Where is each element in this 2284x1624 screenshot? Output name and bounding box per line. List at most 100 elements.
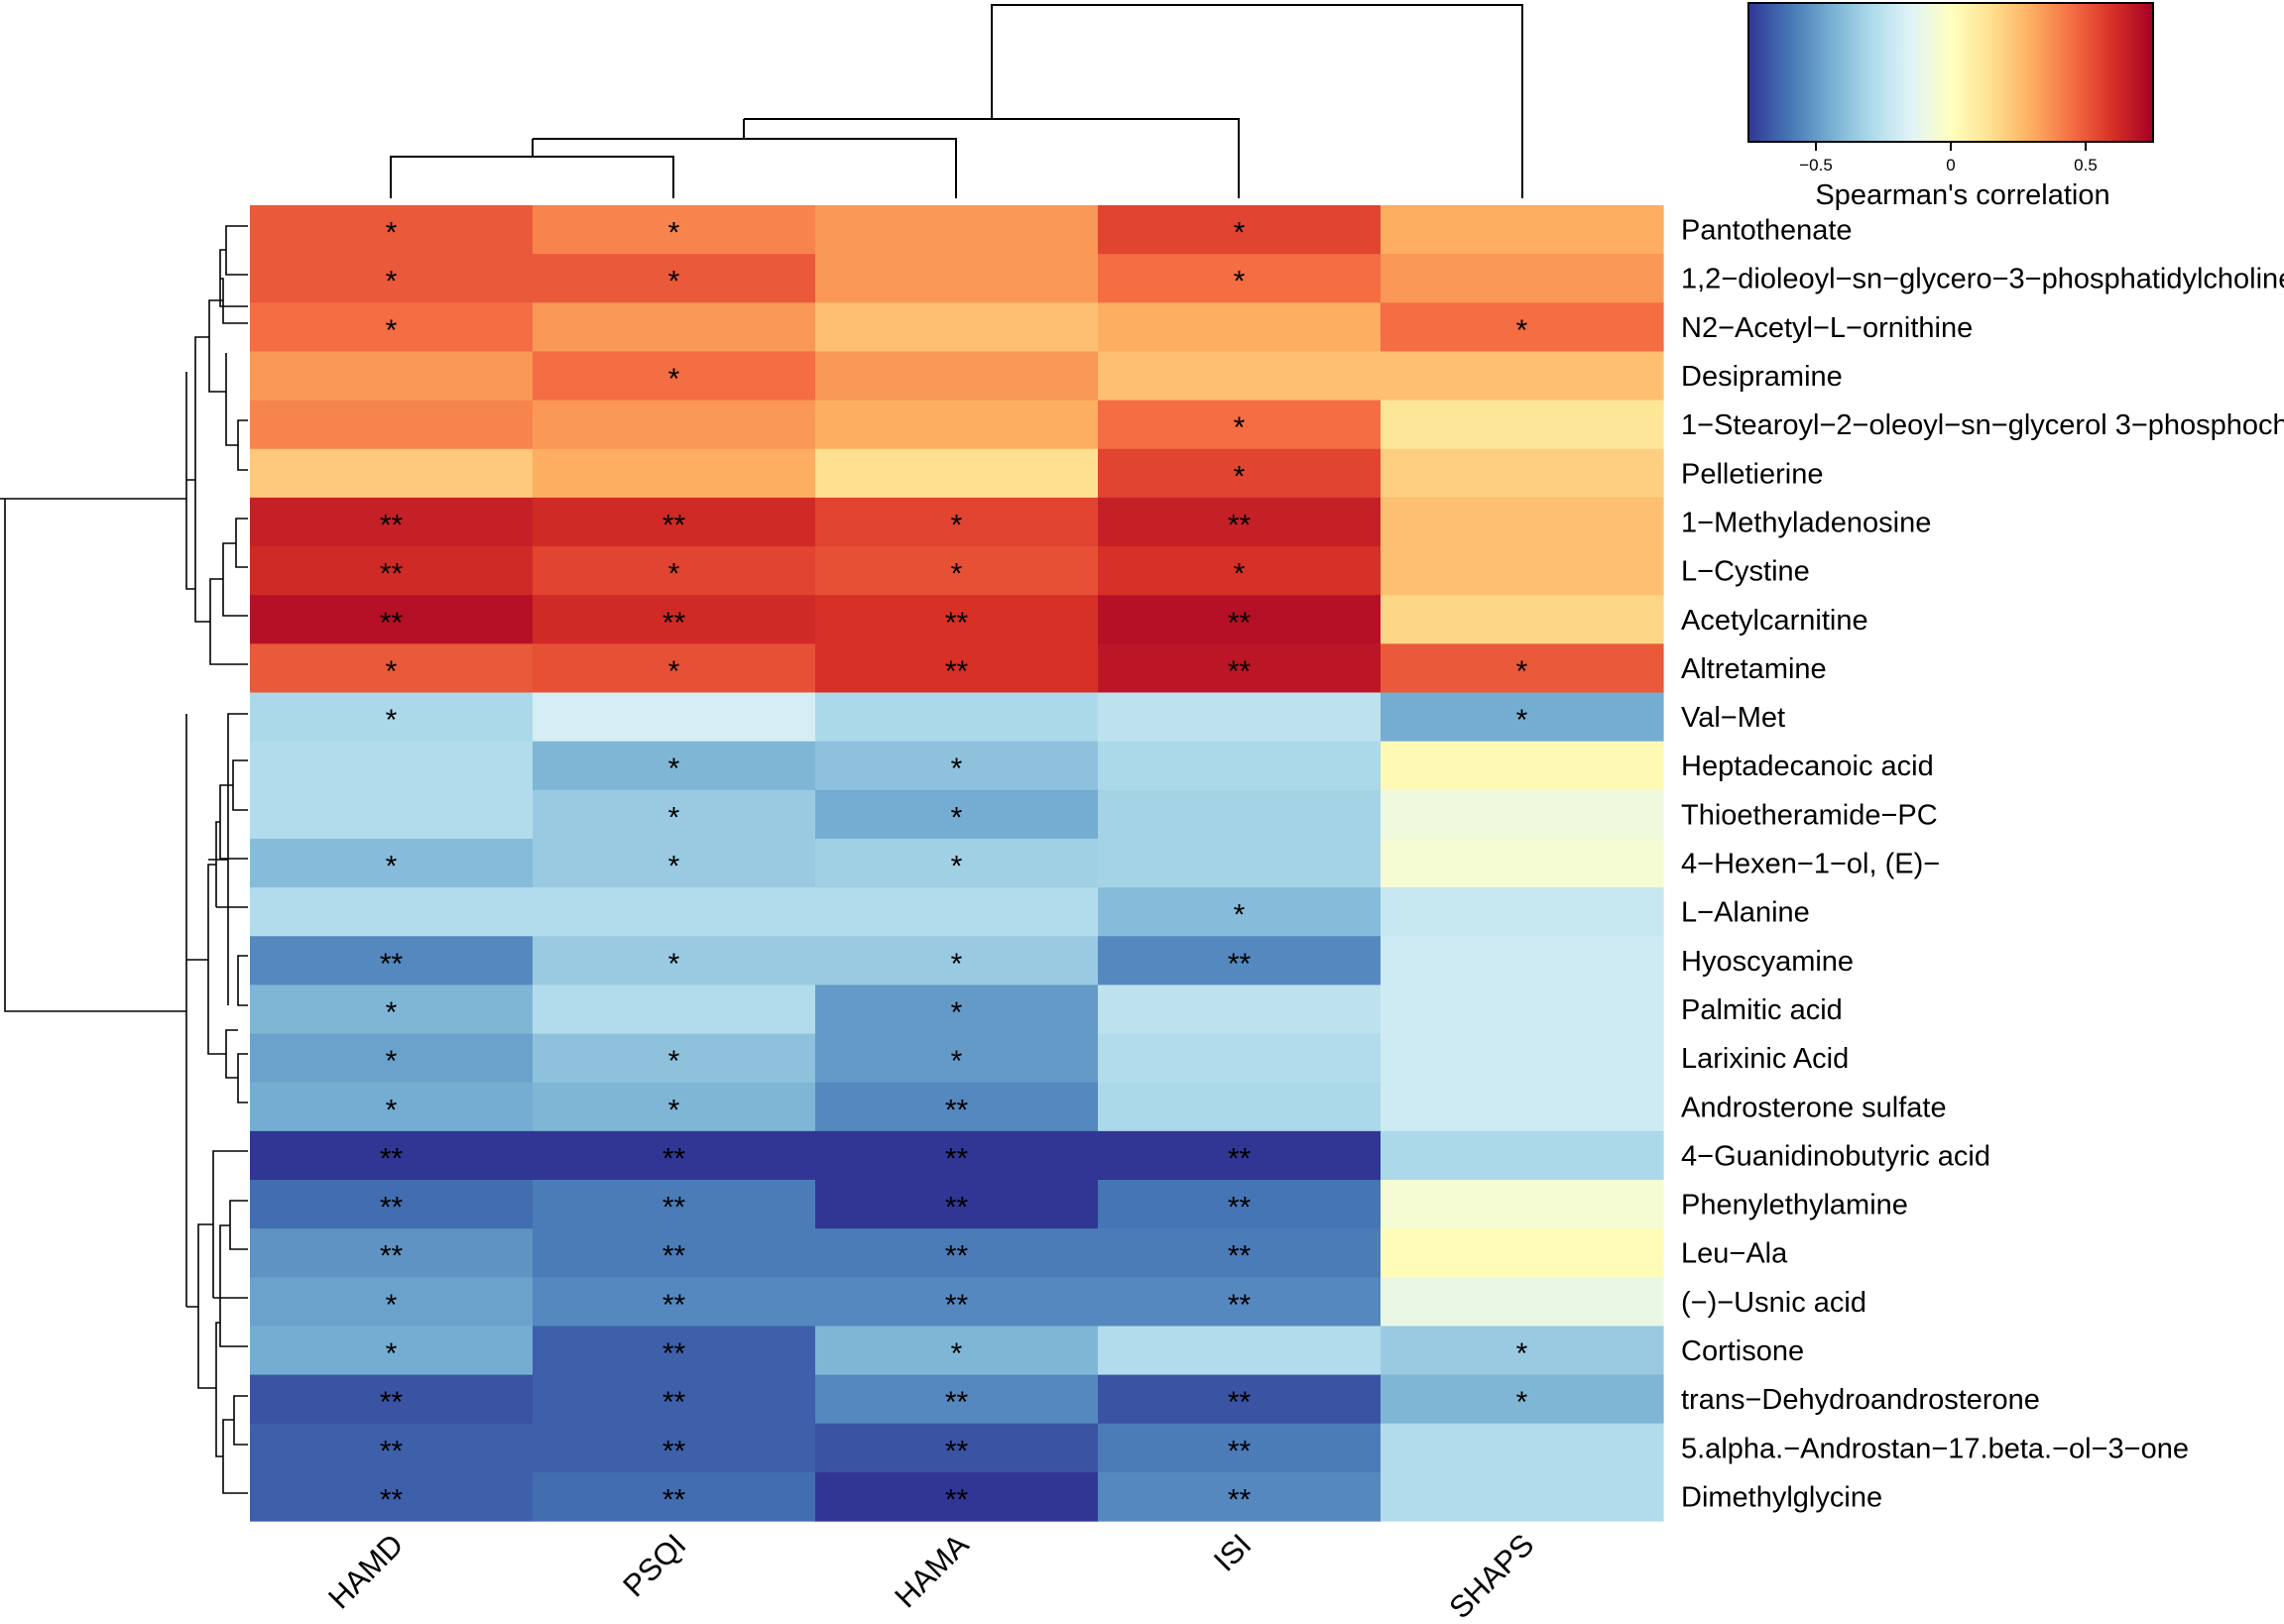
colorbar-ticks: −0.5 0 0.5 [1799,142,2098,174]
heatmap-cell [250,838,534,888]
heatmap-cell [250,1277,534,1328]
row-label: Heptadecanoic acid [1681,751,1934,782]
colorbar-tick-label: 0.5 [2074,156,2098,174]
heatmap-cell [815,302,1099,353]
heatmap-cell [533,1277,816,1328]
significance-mark: ** [662,1386,686,1419]
heatmap-cell [533,546,816,596]
heatmap-cell [250,400,534,450]
heatmap-cell [1098,887,1382,937]
heatmap-cell [815,1033,1099,1084]
significance-mark: * [668,753,680,785]
heatmap-cell [1098,1180,1382,1229]
colorbar: −0.5 0 0.5 Spearman's correlation [1747,2,2154,211]
significance-mark: * [386,217,398,250]
row-label: L−Cystine [1681,556,1810,588]
row-dendrogram-branches [5,225,248,665]
heatmap-cell [533,1471,816,1522]
heatmap-cell [1098,985,1382,1035]
significance-mark: ** [945,1386,969,1419]
significance-mark: * [386,851,398,883]
heatmap-cell [815,1423,1099,1473]
row-label: 1−Stearoyl−2−oleoyl−sn−glycerol 3−phosph… [1681,409,2284,441]
heatmap-cell [1381,1130,1664,1181]
significance-mark: * [951,851,963,883]
significance-mark: * [951,509,963,541]
significance-mark: * [1516,1337,1528,1370]
significance-mark: ** [945,1483,969,1516]
colorbar-gradient [1747,2,2154,143]
heatmap-cell [533,692,816,743]
heatmap-cell [1381,595,1664,644]
row-label: 5.alpha.−Androstan−17.beta.−ol−3−one [1681,1433,2189,1464]
significance-mark: ** [945,1094,969,1126]
significance-mark: * [668,558,680,591]
heatmap-cell [815,1180,1099,1229]
heatmap-cell [250,741,534,791]
heatmap-cell [815,692,1099,743]
heatmap-cell [815,985,1099,1035]
heatmap-cell [1098,1130,1382,1181]
significance-mark: ** [1228,1240,1252,1273]
heatmap-cell [533,254,816,303]
heatmap-cell [250,1228,534,1278]
significance-mark: * [1516,655,1528,688]
significance-mark: * [668,363,680,396]
heatmap-cell [815,205,1099,255]
significance-mark: * [386,1337,398,1370]
heatmap-cell [533,1374,816,1425]
heatmap-cell [250,1374,534,1425]
row-label: Larixinic Acid [1681,1043,1849,1075]
significance-mark: * [668,1045,680,1078]
heatmap-cell [815,789,1099,840]
heatmap-cell [815,1326,1099,1376]
column-dendrogram-branches [390,4,1523,198]
heatmap-cell [815,497,1099,547]
colorbar-tick-label: −0.5 [1799,156,1833,174]
heatmap-cell [1098,1228,1382,1278]
heatmap-cell [250,448,534,499]
heatmap-cell [1381,936,1664,986]
significance-mark: ** [380,1435,404,1467]
heatmap-cell [250,1082,534,1132]
colorbar-tick-label: 0 [1946,156,1955,174]
heatmap-cell [815,546,1099,596]
heatmap-cell [1381,1326,1664,1376]
row-label: (−)−Usnic acid [1681,1287,1866,1319]
significance-mark: ** [380,1142,404,1175]
row-label: Acetylcarnitine [1681,605,1868,637]
heatmap-cell [533,936,816,986]
column-label: SHAPS [1442,1527,1540,1619]
heatmap-cell [250,205,534,255]
significance-mark: ** [380,558,404,591]
heatmap-cell [1381,1471,1664,1522]
heatmap-cell [815,254,1099,303]
significance-mark: * [668,801,680,834]
heatmap-cell [815,400,1099,450]
heatmap-cell [1098,351,1382,402]
heatmap-cell [250,254,534,303]
heatmap-cell [1381,546,1664,596]
heatmap-cell [815,643,1099,694]
significance-mark: ** [945,1435,969,1467]
significance-mark: * [951,753,963,785]
heatmap-cell [1098,254,1382,303]
heatmap-cell [1381,497,1664,547]
significance-mark: ** [945,655,969,688]
row-label: Androsterone sulfate [1681,1092,1947,1123]
heatmap-cell [1098,741,1382,791]
significance-mark: * [951,1337,963,1370]
significance-mark: ** [662,1289,686,1322]
heatmap-cell [1098,595,1382,644]
row-label: Altretamine [1681,653,1827,685]
heatmap-cell [1098,400,1382,450]
heatmap-cell [533,1423,816,1473]
heatmap-cell [1098,546,1382,596]
significance-mark: * [386,704,398,737]
heatmap-cell [1098,692,1382,743]
heatmap-cell [533,351,816,402]
heatmap-cell [815,1130,1099,1181]
significance-mark: * [951,948,963,981]
heatmap-cell [250,1130,534,1181]
